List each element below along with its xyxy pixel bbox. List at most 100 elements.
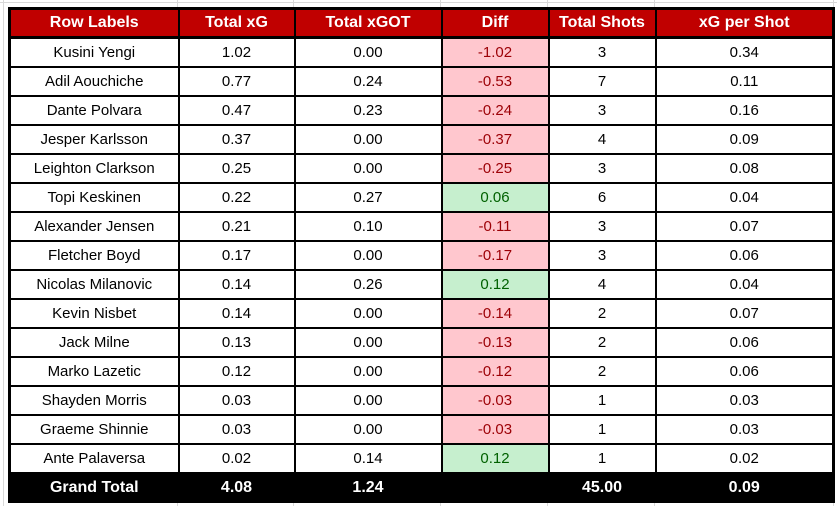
total-xg-cell: 0.77: [177, 66, 296, 97]
total-xgot-cell: 0.10: [293, 211, 443, 242]
header-row: Row Labels Total xG Total xGOT Diff Total Sh…: [8, 7, 835, 39]
total-xg-cell: 0.03: [177, 385, 296, 416]
table-row: Graeme Shinnie 0.03 0.00 -0.03 1 0.03: [8, 414, 835, 445]
grand-total-xgot-cell: 1.24: [293, 472, 443, 503]
total-xg-cell: 0.12: [177, 356, 296, 387]
table-row: Jack Milne 0.13 0.00 -0.13 2 0.06: [8, 327, 835, 358]
table-row: Dante Polvara 0.47 0.23 -0.24 3 0.16: [8, 95, 835, 126]
grand-total-xg-cell: 4.08: [177, 472, 296, 503]
xg-per-shot-cell: 0.07: [654, 211, 835, 242]
total-xgot-cell: 0.00: [293, 298, 443, 329]
sheet-gridline: [547, 0, 548, 7]
xg-per-shot-cell: 0.02: [654, 443, 835, 475]
diff-cell: -0.12: [440, 356, 550, 387]
total-xgot-cell: 0.00: [293, 356, 443, 387]
total-xgot-cell: 0.00: [293, 414, 443, 445]
diff-cell: -0.11: [440, 211, 550, 242]
total-xg-cell: 0.37: [177, 124, 296, 155]
xg-per-shot-cell: 0.04: [654, 269, 835, 300]
xg-per-shot-cell: 0.04: [654, 182, 835, 213]
total-xg-cell: 0.14: [177, 269, 296, 300]
total-shots-cell: 3: [547, 240, 657, 271]
player-name-cell: Adil Aouchiche: [8, 66, 180, 97]
grand-total-shots-cell: 45.00: [547, 472, 657, 503]
xg-per-shot-cell: 0.07: [654, 298, 835, 329]
total-shots-cell: 1: [547, 385, 657, 416]
total-xgot-cell: 0.26: [293, 269, 443, 300]
table-row: Kusini Yengi 1.02 0.00 -1.02 3 0.34: [8, 36, 835, 68]
player-name-cell: Ante Palaversa: [8, 443, 180, 475]
table-row: Jesper Karlsson 0.37 0.00 -0.37 4 0.09: [8, 124, 835, 155]
table-row: Ante Palaversa 0.02 0.14 0.12 1 0.02: [8, 443, 835, 475]
player-name-cell: Alexander Jensen: [8, 211, 180, 242]
diff-cell: -0.03: [440, 385, 550, 416]
grand-total-label: Grand Total: [8, 472, 180, 503]
grand-total-diff-cell: [440, 472, 550, 503]
diff-cell: 0.12: [440, 443, 550, 475]
diff-cell: -0.25: [440, 153, 550, 184]
player-name-cell: Dante Polvara: [8, 95, 180, 126]
xg-per-shot-cell: 0.06: [654, 240, 835, 271]
sheet-gridline: [293, 0, 294, 7]
player-name-cell: Fletcher Boyd: [8, 240, 180, 271]
table-row: Alexander Jensen 0.21 0.10 -0.11 3 0.07: [8, 211, 835, 242]
total-shots-cell: 2: [547, 356, 657, 387]
diff-cell: -1.02: [440, 36, 550, 68]
sheet-gridline: [177, 0, 178, 7]
xg-per-shot-cell: 0.11: [654, 66, 835, 97]
player-name-cell: Shayden Morris: [8, 385, 180, 416]
total-xg-cell: 1.02: [177, 36, 296, 68]
xg-per-shot-cell: 0.09: [654, 124, 835, 155]
sheet-gridline: [3, 0, 4, 506]
total-shots-cell: 4: [547, 124, 657, 155]
diff-cell: -0.13: [440, 327, 550, 358]
total-xg-cell: 0.22: [177, 182, 296, 213]
diff-cell: 0.06: [440, 182, 550, 213]
player-name-cell: Kevin Nisbet: [8, 298, 180, 329]
total-xgot-cell: 0.24: [293, 66, 443, 97]
table-row: Kevin Nisbet 0.14 0.00 -0.14 2 0.07: [8, 298, 835, 329]
grand-total-row: Grand Total 4.08 1.24 45.00 0.09: [8, 472, 835, 503]
total-xg-cell: 0.13: [177, 327, 296, 358]
xg-per-shot-cell: 0.03: [654, 385, 835, 416]
column-header: xG per Shot: [654, 7, 835, 39]
xg-per-shot-cell: 0.06: [654, 356, 835, 387]
diff-cell: -0.24: [440, 95, 550, 126]
diff-cell: 0.12: [440, 269, 550, 300]
sheet-gridline: [654, 500, 655, 506]
table-row: Marko Lazetic 0.12 0.00 -0.12 2 0.06: [8, 356, 835, 387]
diff-cell: -0.03: [440, 414, 550, 445]
total-xgot-cell: 0.00: [293, 124, 443, 155]
total-shots-cell: 3: [547, 36, 657, 68]
total-xgot-cell: 0.00: [293, 240, 443, 271]
total-xg-cell: 0.21: [177, 211, 296, 242]
column-header: Row Labels: [8, 7, 180, 39]
total-xg-cell: 0.03: [177, 414, 296, 445]
total-shots-cell: 3: [547, 95, 657, 126]
sheet-gridline: [177, 500, 178, 506]
total-xgot-cell: 0.00: [293, 385, 443, 416]
sheet-gridline: [440, 0, 441, 7]
total-shots-cell: 1: [547, 414, 657, 445]
column-header: Total Shots: [547, 7, 657, 39]
total-shots-cell: 4: [547, 269, 657, 300]
total-xg-cell: 0.47: [177, 95, 296, 126]
total-shots-cell: 2: [547, 327, 657, 358]
xg-per-shot-cell: 0.03: [654, 414, 835, 445]
table-row: Nicolas Milanovic 0.14 0.26 0.12 4 0.04: [8, 269, 835, 300]
total-xg-cell: 0.02: [177, 443, 296, 475]
table-row: Leighton Clarkson 0.25 0.00 -0.25 3 0.08: [8, 153, 835, 184]
sheet-gridline: [440, 500, 441, 506]
player-name-cell: Nicolas Milanovic: [8, 269, 180, 300]
diff-cell: -0.53: [440, 66, 550, 97]
sheet-gridline: [654, 0, 655, 7]
player-name-cell: Kusini Yengi: [8, 36, 180, 68]
total-xgot-cell: 0.00: [293, 153, 443, 184]
table-row: Fletcher Boyd 0.17 0.00 -0.17 3 0.06: [8, 240, 835, 271]
diff-cell: -0.37: [440, 124, 550, 155]
sheet-gridline: [293, 500, 294, 506]
player-name-cell: Marko Lazetic: [8, 356, 180, 387]
player-name-cell: Jesper Karlsson: [8, 124, 180, 155]
player-name-cell: Leighton Clarkson: [8, 153, 180, 184]
